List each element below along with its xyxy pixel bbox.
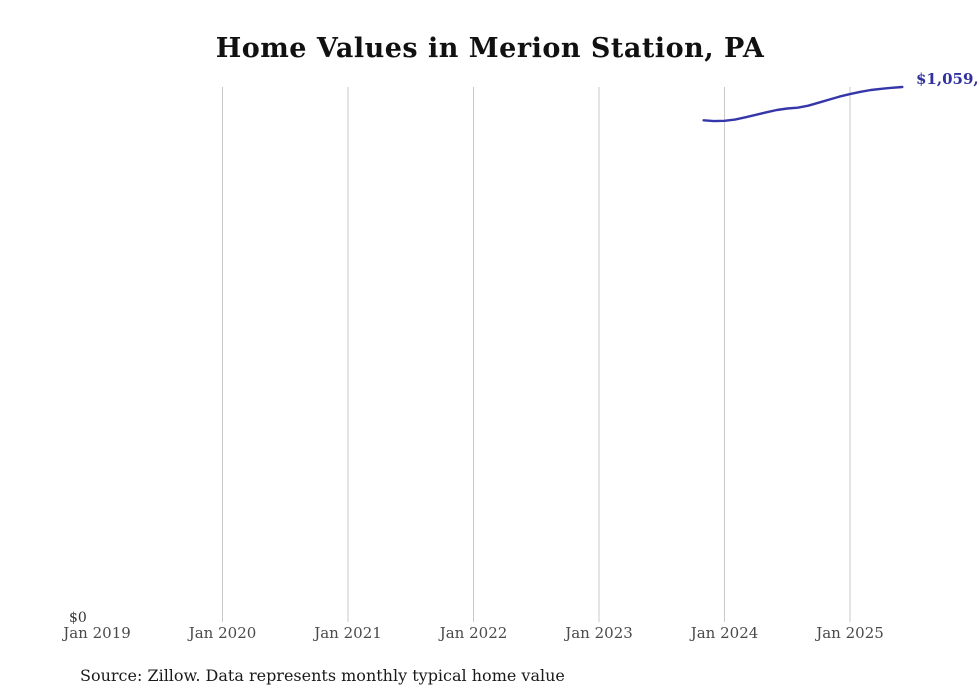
- y-axis-zero-label: $0: [69, 610, 87, 626]
- price-line: [702, 85, 904, 123]
- source-attribution: Source: Zillow. Data represents monthly …: [80, 666, 565, 685]
- chart-title: Home Values in Merion Station, PA: [215, 33, 765, 64]
- latest-value-label: $1,059,: [916, 70, 979, 88]
